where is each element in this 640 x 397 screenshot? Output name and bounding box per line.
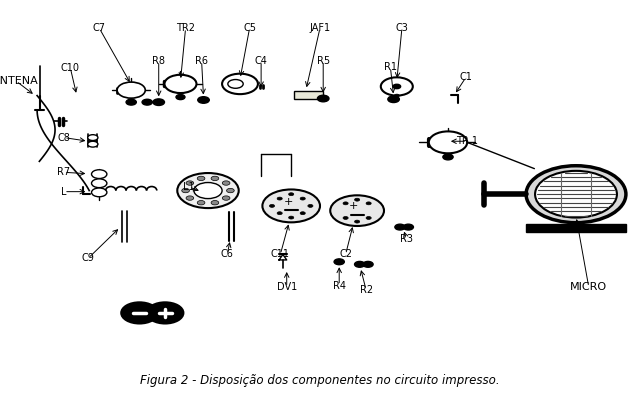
Circle shape	[178, 96, 183, 98]
Circle shape	[197, 200, 205, 205]
Text: +: +	[349, 201, 358, 211]
Text: C6: C6	[221, 249, 234, 260]
Text: C4: C4	[255, 56, 268, 66]
Text: R2: R2	[360, 285, 372, 295]
Circle shape	[393, 84, 401, 89]
Text: Figura 2 - Disposição dos componentes no circuito impresso.: Figura 2 - Disposição dos componentes no…	[140, 374, 500, 387]
Circle shape	[277, 197, 282, 200]
Circle shape	[330, 195, 384, 226]
Circle shape	[197, 176, 205, 181]
Circle shape	[526, 166, 626, 223]
Circle shape	[126, 99, 136, 105]
Circle shape	[92, 188, 107, 197]
Circle shape	[363, 261, 373, 267]
Text: R8: R8	[152, 56, 165, 66]
Bar	[294, 91, 323, 98]
Circle shape	[343, 216, 348, 220]
Circle shape	[366, 216, 371, 220]
Circle shape	[186, 196, 194, 200]
Circle shape	[164, 75, 196, 93]
Circle shape	[355, 261, 365, 267]
Text: R1: R1	[384, 62, 397, 72]
Circle shape	[222, 74, 258, 94]
Circle shape	[403, 224, 413, 230]
Circle shape	[429, 131, 467, 153]
Circle shape	[395, 224, 405, 230]
Circle shape	[127, 306, 152, 320]
Text: L: L	[61, 187, 67, 197]
Circle shape	[343, 202, 348, 205]
Circle shape	[443, 154, 453, 160]
Circle shape	[129, 101, 134, 104]
Text: C8: C8	[58, 133, 70, 143]
Circle shape	[222, 181, 230, 185]
Circle shape	[289, 193, 294, 196]
Circle shape	[381, 77, 413, 96]
Circle shape	[300, 197, 305, 200]
Text: +: +	[284, 197, 292, 206]
Circle shape	[88, 141, 98, 147]
Circle shape	[394, 94, 399, 97]
Circle shape	[289, 216, 294, 219]
Circle shape	[308, 204, 313, 207]
Circle shape	[227, 188, 234, 193]
Circle shape	[186, 181, 194, 185]
Text: R7: R7	[58, 167, 70, 177]
Circle shape	[300, 212, 305, 215]
Circle shape	[211, 200, 219, 205]
Circle shape	[152, 306, 178, 320]
Circle shape	[177, 173, 239, 208]
Circle shape	[334, 259, 344, 265]
Circle shape	[182, 188, 189, 193]
Circle shape	[153, 99, 164, 106]
Text: C2: C2	[339, 249, 352, 260]
Circle shape	[388, 96, 399, 102]
Circle shape	[92, 179, 107, 188]
Text: R6: R6	[195, 56, 208, 66]
Circle shape	[535, 171, 617, 218]
Circle shape	[194, 183, 222, 198]
Circle shape	[445, 156, 451, 158]
Text: C3: C3	[396, 23, 408, 33]
Text: C10: C10	[61, 63, 80, 73]
Circle shape	[355, 220, 360, 223]
Circle shape	[262, 189, 320, 222]
Circle shape	[176, 94, 185, 100]
Circle shape	[198, 97, 209, 103]
Bar	[526, 224, 626, 232]
Text: L1: L1	[183, 182, 195, 192]
Text: C1: C1	[460, 72, 472, 82]
Text: MICRO: MICRO	[570, 282, 607, 292]
Text: DV1: DV1	[276, 282, 297, 292]
Circle shape	[269, 204, 275, 207]
Text: R5: R5	[317, 56, 330, 66]
Circle shape	[222, 196, 230, 200]
Text: C9: C9	[82, 253, 95, 263]
Circle shape	[211, 176, 219, 181]
Circle shape	[317, 95, 329, 102]
Text: ANTENA: ANTENA	[0, 76, 39, 86]
Circle shape	[92, 170, 107, 179]
Text: TR2: TR2	[176, 23, 195, 33]
Circle shape	[122, 303, 157, 323]
Text: C11: C11	[271, 249, 290, 260]
Circle shape	[147, 303, 183, 323]
Text: JAF1: JAF1	[309, 23, 331, 33]
Circle shape	[88, 135, 98, 141]
Text: C7: C7	[93, 23, 106, 33]
Text: C5: C5	[243, 23, 256, 33]
Text: R4: R4	[333, 281, 346, 291]
Circle shape	[228, 79, 243, 88]
Circle shape	[117, 82, 145, 98]
Text: R3: R3	[400, 234, 413, 244]
Circle shape	[142, 99, 152, 105]
Circle shape	[366, 202, 371, 205]
Circle shape	[277, 212, 282, 215]
Circle shape	[355, 198, 360, 201]
Text: TR 1: TR 1	[456, 136, 478, 146]
